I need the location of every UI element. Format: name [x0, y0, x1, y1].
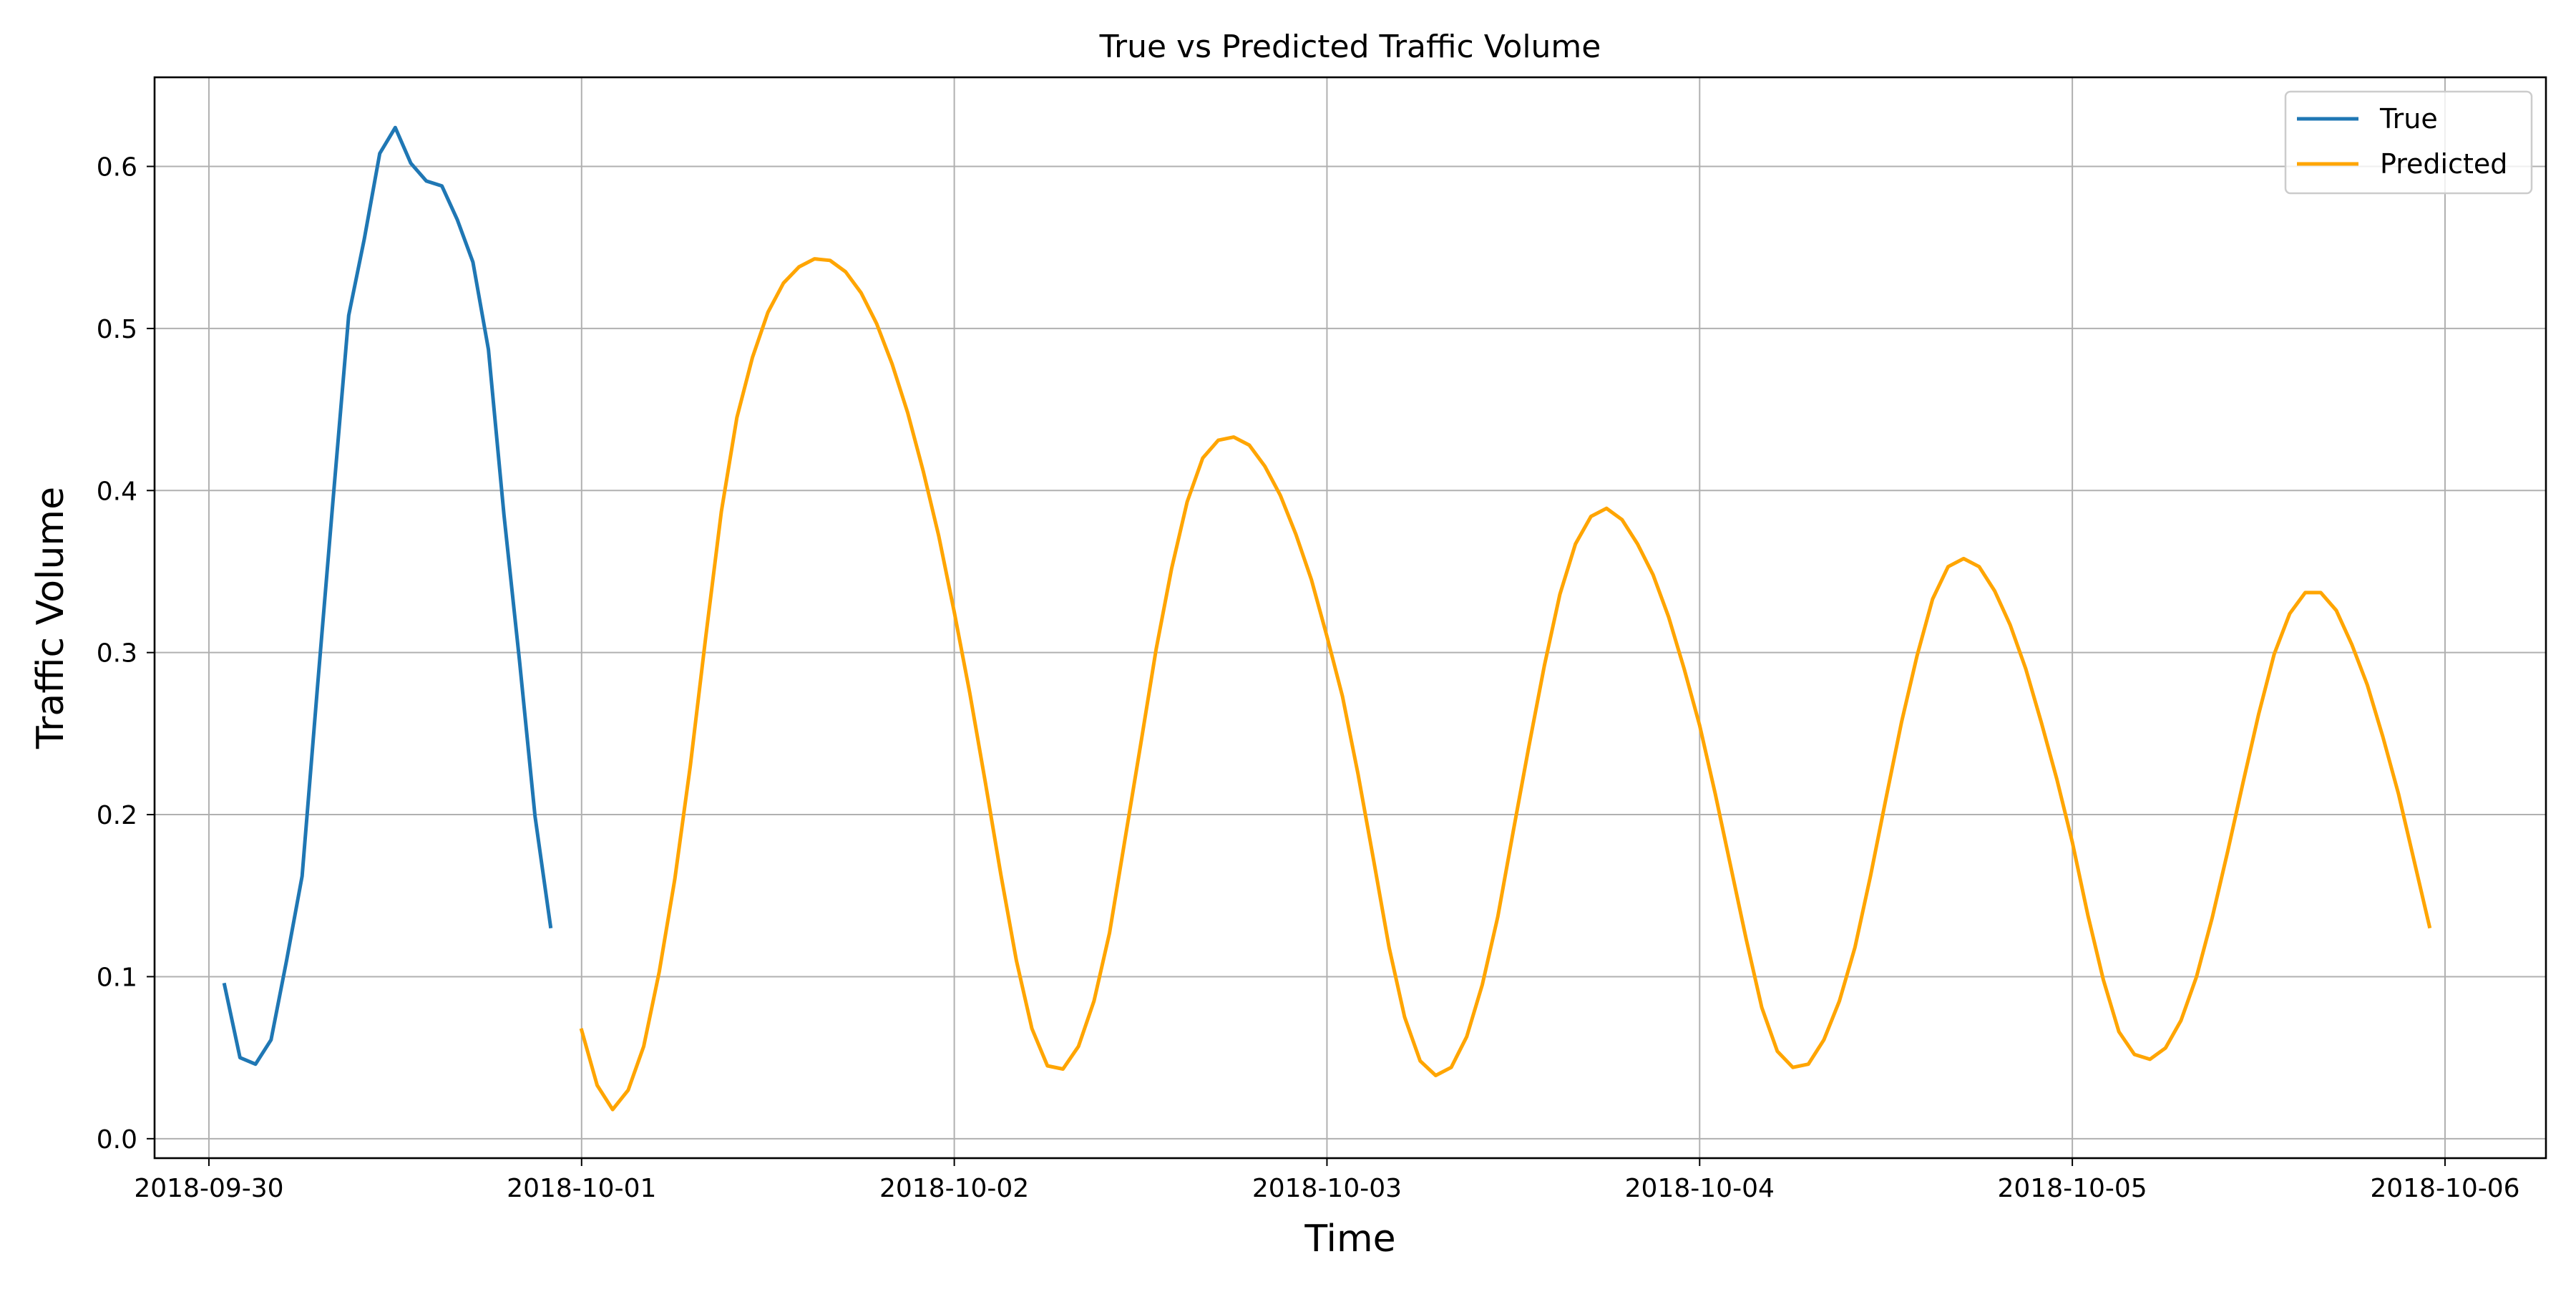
legend-label-predicted: Predicted [2380, 148, 2507, 180]
x-tick-label: 2018-10-05 [1998, 1174, 2147, 1203]
x-tick-label: 2018-10-01 [507, 1174, 656, 1203]
chart-title: True vs Predicted Traffic Volume [1099, 29, 1601, 65]
series-lines [222, 125, 2432, 1112]
ticks: 2018-09-30 2018-10-01 2018-10-02 2018-10-03… [97, 153, 2520, 1203]
plot-frame [153, 76, 2547, 1160]
grid [155, 77, 2546, 1158]
y-tick-label: 0.1 [97, 963, 137, 992]
x-tick-label: 2018-10-06 [2370, 1174, 2519, 1203]
x-tick-label: 2018-10-03 [1252, 1174, 1402, 1203]
x-tick-label: 2018-10-04 [1625, 1174, 1775, 1203]
x-axis-label: Time [1304, 1218, 1395, 1261]
legend: True Predicted [2284, 90, 2533, 195]
y-axis-label: Traffic Volume [29, 487, 72, 749]
y-tick-label: 0.5 [97, 315, 137, 344]
x-tick-label: 2018-09-30 [134, 1174, 283, 1203]
legend-label-true: True [2379, 103, 2438, 135]
y-tick-label: 0.6 [97, 153, 137, 183]
series-line-true [222, 125, 553, 1067]
x-tick-label: 2018-10-02 [879, 1174, 1029, 1203]
series-line-predicted [579, 257, 2432, 1112]
y-tick-label: 0.4 [97, 477, 137, 506]
y-tick-label: 0.3 [97, 639, 137, 669]
y-tick-label: 0.2 [97, 801, 137, 830]
y-tick-label: 0.0 [97, 1125, 137, 1155]
